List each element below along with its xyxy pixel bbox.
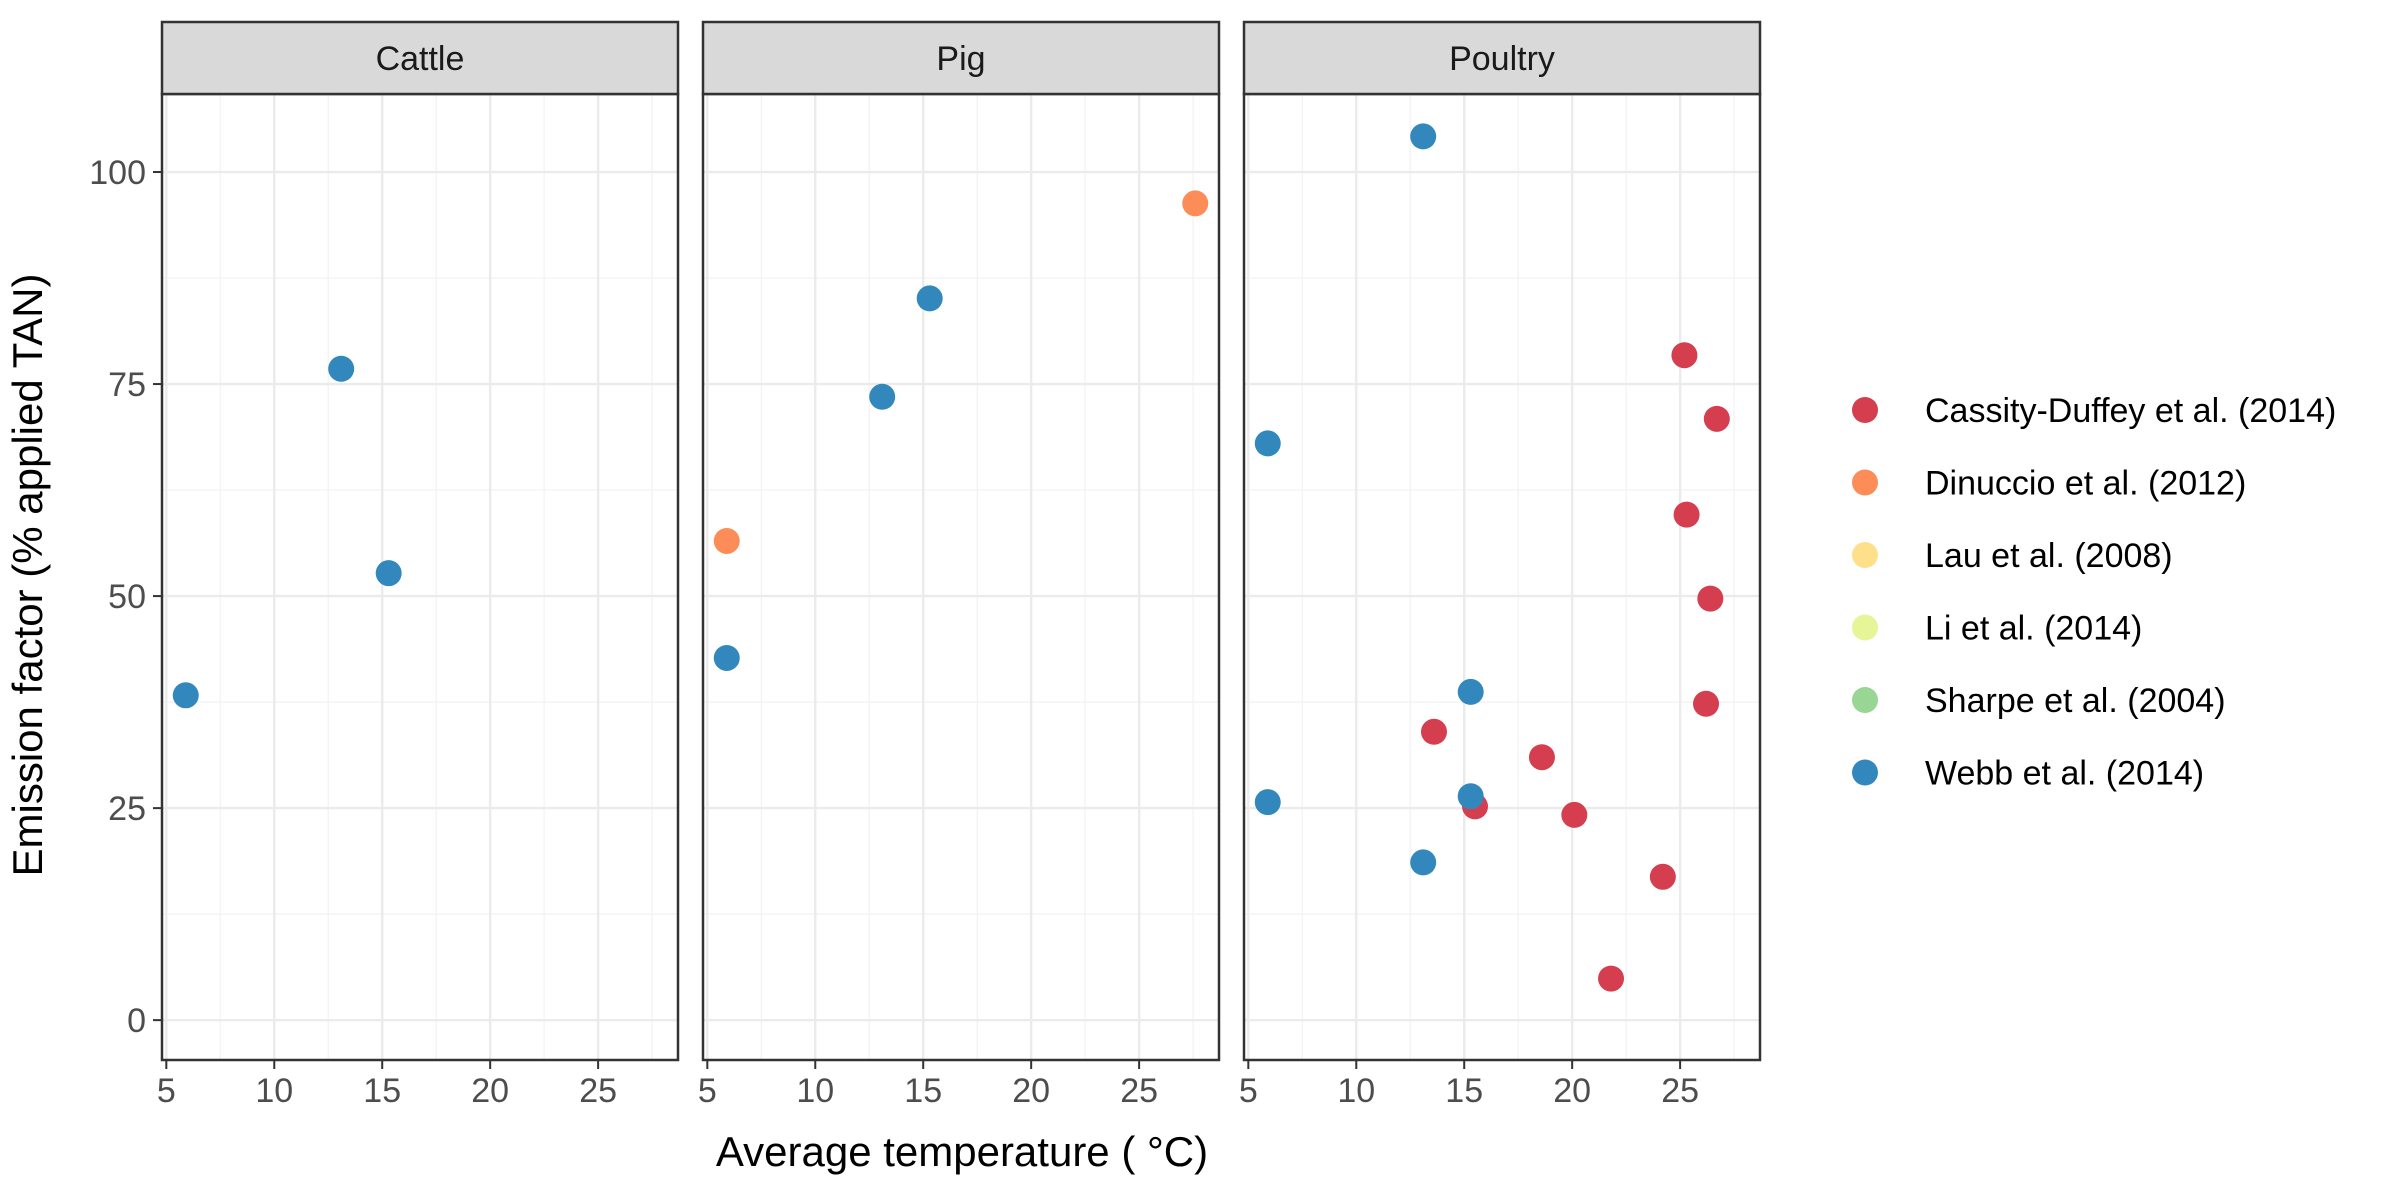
data-point — [1697, 585, 1724, 612]
x-tick-label: 25 — [579, 1072, 617, 1110]
legend-key — [1852, 469, 1878, 496]
y-tick-label: 25 — [108, 790, 146, 828]
legend-label: Cassity-Duffey et al. (2014) — [1925, 392, 2336, 430]
legend-key — [1852, 759, 1878, 786]
legend-item: Lau et al. (2008) — [1852, 537, 2173, 575]
data-point — [1457, 783, 1484, 810]
data-point — [916, 285, 943, 312]
legend-key — [1852, 397, 1878, 423]
data-point — [1693, 690, 1720, 717]
x-tick-label: 10 — [1337, 1072, 1375, 1110]
panel-background — [1244, 94, 1760, 1060]
data-point — [1649, 863, 1676, 890]
legend-key — [1852, 687, 1878, 713]
legend-item: Li et al. (2014) — [1852, 610, 2142, 648]
data-point — [1528, 744, 1555, 771]
x-tick-label: 15 — [904, 1072, 942, 1110]
legend-label: Li et al. (2014) — [1925, 610, 2142, 648]
data-point — [1703, 405, 1730, 432]
facet-strip — [160, 20, 680, 96]
facet-panel-poultry: Poultry 5 10 15 20 25 — [1239, 20, 1762, 1110]
x-tick-label: 5 — [1239, 1072, 1258, 1110]
facet-panel-cattle: Cattle 5 10 15 20 25 0 25 50 75 100 — [89, 20, 680, 1110]
data-point — [1182, 190, 1209, 217]
data-point — [869, 383, 896, 410]
data-point — [1420, 718, 1447, 745]
legend-item: Dinuccio et al. (2012) — [1852, 465, 2246, 503]
x-tick-label: 20 — [1553, 1072, 1591, 1110]
x-tick-label: 25 — [1120, 1072, 1158, 1110]
y-tick-label: 100 — [89, 154, 146, 192]
x-tick-label: 10 — [255, 1072, 293, 1110]
x-tick-label: 20 — [1012, 1072, 1050, 1110]
data-point — [713, 644, 740, 671]
data-point — [1410, 849, 1437, 876]
data-point — [1671, 342, 1698, 369]
legend-item: Cassity-Duffey et al. (2014) — [1852, 392, 2336, 430]
panel-background — [703, 94, 1219, 1060]
legend-item: Webb et al. (2014) — [1852, 755, 2204, 793]
data-point — [1254, 789, 1281, 816]
x-tick-label: 15 — [1445, 1072, 1483, 1110]
y-tick-label: 75 — [108, 366, 146, 404]
panel-background — [162, 94, 678, 1060]
y-tick-label: 50 — [108, 578, 146, 616]
x-tick-label: 5 — [698, 1072, 717, 1110]
x-axis-title: Average temperature ( °C) — [716, 1128, 1208, 1175]
facet-strip-label: Pig — [936, 40, 985, 78]
facet-strip — [1242, 20, 1762, 96]
legend-label: Webb et al. (2014) — [1925, 755, 2204, 793]
facet-strip — [701, 20, 1221, 96]
data-point — [172, 682, 199, 709]
y-tick-label: 0 — [127, 1002, 146, 1040]
legend-label: Lau et al. (2008) — [1925, 537, 2173, 575]
facet-panel-pig: Pig 5 10 15 20 25 — [698, 20, 1221, 1110]
data-point — [1254, 430, 1281, 457]
y-axis-title: Emission factor (% applied TAN) — [4, 274, 51, 877]
data-point — [713, 527, 740, 554]
legend-key — [1852, 614, 1878, 641]
data-point — [328, 355, 355, 382]
x-tick-label: 25 — [1661, 1072, 1699, 1110]
x-tick-label: 20 — [471, 1072, 509, 1110]
data-point — [1457, 678, 1484, 705]
facet-strip-label: Poultry — [1449, 40, 1555, 78]
x-tick-label: 10 — [796, 1072, 834, 1110]
legend-key — [1852, 542, 1878, 568]
data-point — [1673, 501, 1700, 528]
legend: Cassity-Duffey et al. (2014) Dinuccio et … — [1852, 392, 2336, 793]
facet-strip-label: Cattle — [376, 40, 465, 78]
legend-item: Sharpe et al. (2004) — [1852, 682, 2226, 720]
legend-label: Dinuccio et al. (2012) — [1925, 465, 2246, 503]
data-point — [375, 560, 402, 587]
data-point — [1410, 123, 1437, 150]
data-point — [1598, 965, 1625, 992]
data-point — [1561, 801, 1588, 828]
legend-label: Sharpe et al. (2004) — [1925, 682, 2226, 720]
x-tick-label: 15 — [363, 1072, 401, 1110]
x-tick-label: 5 — [157, 1072, 176, 1110]
